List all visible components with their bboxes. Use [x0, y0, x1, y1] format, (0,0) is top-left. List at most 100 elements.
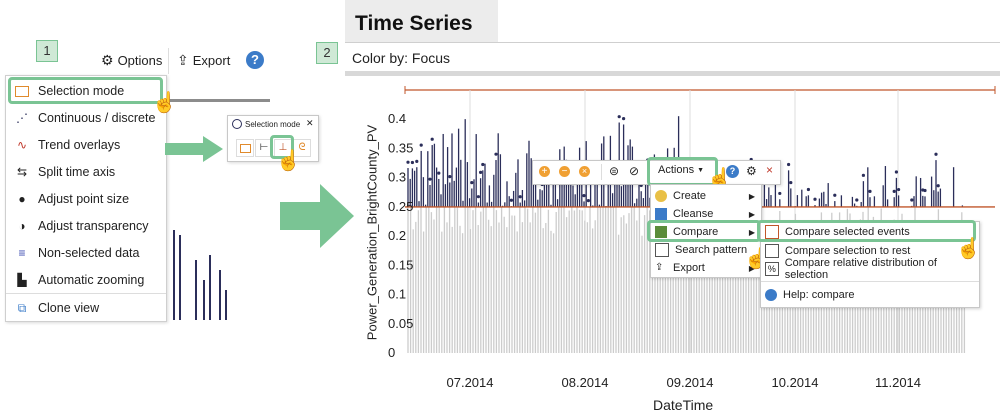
y-tick-label: 0.1: [388, 287, 406, 302]
options-button[interactable]: ⚙ Options: [101, 52, 162, 69]
popup-close-button[interactable]: ✕: [306, 118, 314, 128]
menu-item-non-selected-data[interactable]: ≡ Non-selected data: [6, 240, 166, 266]
options-label: Options: [117, 53, 163, 68]
x-tick-label: 09.2014: [667, 375, 714, 390]
selected-point: [806, 187, 810, 192]
actions-item-create[interactable]: Create ▶: [651, 187, 761, 205]
selected-point: [419, 143, 423, 147]
menu-item-adjust-point-size[interactable]: ● Adjust point size: [6, 186, 166, 212]
actions-item-export[interactable]: ⇪ Export ▶: [655, 262, 755, 274]
chevron-down-icon: ▼: [697, 166, 705, 174]
minus-icon: −: [561, 166, 568, 177]
auto-zoom-icon: ▙: [17, 273, 27, 287]
highlight-selection-mode: [8, 77, 163, 104]
selected-point: [509, 198, 513, 202]
selected-point: [430, 137, 434, 141]
plus-icon: +: [541, 166, 548, 177]
compare-relative-distribution[interactable]: % Compare relative distribution of selec…: [761, 257, 979, 281]
menu-item-split-time-axis[interactable]: ⇆ Split time axis: [6, 159, 166, 185]
help-icon: ?: [729, 166, 736, 176]
x-tick-label: 11.2014: [875, 375, 921, 390]
toolbar-close-button[interactable]: ×: [766, 163, 773, 177]
unlink-icon: ⊘: [629, 164, 640, 178]
clear-button[interactable]: ×: [579, 166, 590, 177]
selected-point: [494, 152, 498, 156]
context-toolbar: + − × ⊜ ⊘ Actions ▼ ? ⚙ ×: [532, 160, 781, 185]
help-compare[interactable]: Help: compare: [761, 286, 979, 304]
step-2-badge: 2: [316, 42, 338, 64]
selected-point: [936, 184, 940, 188]
actions-item-compare[interactable]: Compare ▶: [651, 223, 761, 241]
selected-point: [415, 159, 419, 163]
y-tick-label: 0.4: [388, 111, 406, 126]
highlight-compare: [647, 220, 761, 242]
trend-icon: ∿: [16, 138, 28, 152]
menu-divider: [6, 293, 166, 294]
selected-point: [410, 160, 414, 165]
menu-item-selection-mode[interactable]: Selection mode: [6, 78, 166, 104]
chart-header-bar: [345, 71, 1000, 76]
chevron-right-icon: ▶: [748, 209, 755, 219]
menu-item-continuous-discrete[interactable]: ⋰ Continuous / discrete: [16, 111, 156, 125]
chevron-right-icon: ▶: [748, 227, 755, 237]
compare-selection-to-rest[interactable]: Compare selection to rest: [761, 242, 979, 260]
unlink-button[interactable]: ⊘: [629, 164, 639, 178]
zoom-out-button[interactable]: −: [559, 166, 570, 177]
actions-menu: Create ▶ Cleanse ▶ Compare ▶ Search patt…: [650, 184, 762, 278]
toolbar-settings-button[interactable]: ⚙: [746, 164, 757, 178]
chevron-right-icon: ▶: [748, 191, 755, 201]
submenu-divider: [761, 281, 979, 282]
percent-icon: %: [765, 262, 779, 276]
export-label: Export: [192, 53, 231, 68]
selected-point: [448, 175, 452, 179]
toolbar-divider: [168, 48, 169, 74]
selected-point: [406, 160, 410, 164]
options-menu: Selection mode ⋰ Continuous / discrete ∿…: [5, 75, 167, 322]
link-icon: ⊜: [609, 164, 620, 178]
menu-item-automatic-zooming[interactable]: ▙ Automatic zooming: [6, 267, 166, 293]
page-title: Time Series: [355, 12, 473, 35]
gear-icon: ⚙: [746, 164, 757, 178]
point-size-icon: ●: [18, 192, 26, 206]
selected-point: [894, 170, 899, 174]
rectangle-select-icon: [14, 83, 30, 99]
selected-point: [617, 115, 621, 119]
menu-item-trend-overlays[interactable]: ∿ Trend overlays: [6, 132, 166, 158]
popup-rect-button[interactable]: [236, 139, 254, 157]
y-tick-label: 0.35: [388, 140, 413, 155]
menu-item-adjust-transparency[interactable]: ◑ Adjust transparency: [6, 213, 166, 239]
compare-selected-events[interactable]: Compare selected events: [761, 223, 979, 241]
selected-point: [476, 195, 480, 199]
popup-header: Selection mode: [232, 119, 300, 129]
help-button[interactable]: ?: [246, 51, 264, 69]
export-icon: ⇪: [177, 52, 189, 68]
selected-point: [910, 198, 914, 202]
selected-point: [923, 188, 927, 193]
zoom-in-button[interactable]: +: [539, 166, 550, 177]
cleanse-icon: [655, 208, 667, 220]
selected-point: [789, 180, 793, 185]
rect-select-icon: [239, 143, 251, 153]
selected-point: [855, 198, 859, 202]
selected-point: [897, 187, 901, 192]
actions-item-search-pattern[interactable]: Search pattern: [651, 241, 761, 259]
export-button[interactable]: ⇪ Export: [177, 52, 230, 69]
compare-events-icon: [765, 225, 779, 239]
highlight-compare-selected-events: [757, 220, 976, 242]
menu-item-clone-view[interactable]: ⧉ Clone view: [6, 295, 166, 321]
actions-item-cleanse[interactable]: Cleanse ▶: [651, 205, 761, 223]
y-tick-label: 0.3: [388, 170, 406, 185]
non-selected-icon: ≡: [18, 246, 26, 260]
selected-point: [586, 199, 590, 203]
y-tick-label: 0.05: [388, 316, 413, 331]
actions-dropdown[interactable]: Actions ▼: [658, 164, 705, 176]
color-by-label: Color by: Focus: [352, 50, 451, 66]
close-icon: ×: [766, 163, 774, 177]
toolbar-help-button[interactable]: ?: [726, 165, 739, 178]
big-arrow-icon: [280, 184, 354, 248]
selected-point: [787, 162, 791, 167]
link-button[interactable]: ⊜: [609, 164, 619, 178]
compare-icon: [655, 226, 667, 238]
selected-point: [470, 181, 474, 185]
lasso-select-icon: ᘓ: [298, 142, 306, 153]
